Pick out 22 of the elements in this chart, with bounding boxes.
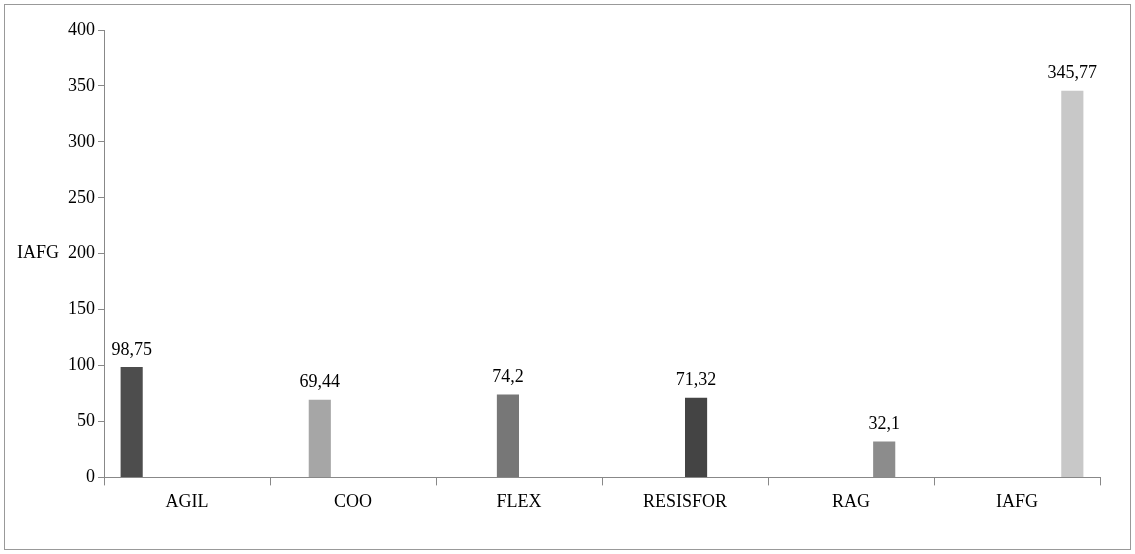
y-tick-label: 200 xyxy=(68,242,95,263)
x-tick-label: RESISFOR xyxy=(642,490,728,511)
x-tick-label: RAG xyxy=(831,490,871,511)
y-axis-title: IAFG xyxy=(17,242,60,263)
data-label: 98,75 xyxy=(111,338,152,359)
y-tick-label: 250 xyxy=(68,186,95,207)
y-tick-label: 0 xyxy=(86,466,95,487)
y-tick-label: 50 xyxy=(77,410,95,431)
y-tick-label: 350 xyxy=(68,74,95,95)
y-tick-label: 100 xyxy=(68,354,95,375)
y-tick-label: 300 xyxy=(68,130,95,151)
data-label: 69,44 xyxy=(299,371,341,392)
x-tick-label: FLEX xyxy=(496,490,542,511)
data-label: 74,2 xyxy=(492,366,524,387)
data-label: 345,77 xyxy=(1047,62,1098,83)
y-tick-label: 150 xyxy=(68,298,95,319)
data-label: 71,32 xyxy=(675,369,717,390)
data-label: 32,1 xyxy=(868,413,900,434)
x-tick-label: IAFG xyxy=(995,490,1039,511)
x-tick-label: COO xyxy=(333,490,373,511)
y-tick-label: 400 xyxy=(68,18,95,39)
x-tick-label: AGIL xyxy=(165,490,209,511)
